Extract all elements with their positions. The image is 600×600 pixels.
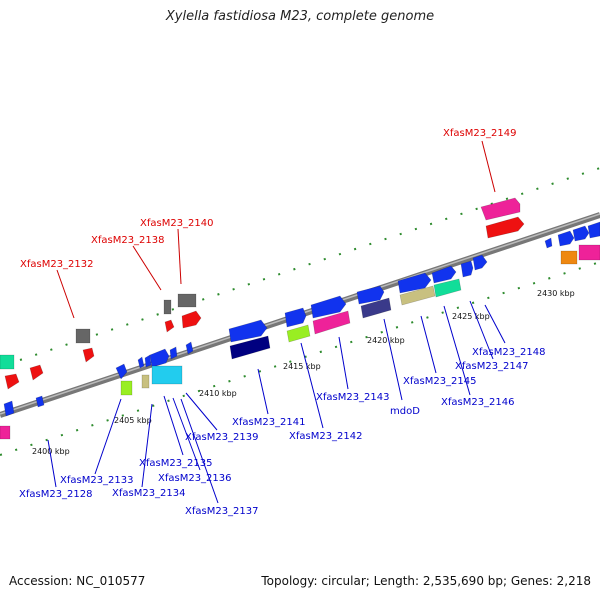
gene-feature-blue-top-d bbox=[356, 285, 385, 305]
gene-label-2147: XfasM23_2147 bbox=[455, 361, 529, 372]
gene-features bbox=[0, 197, 600, 440]
leader-2133 bbox=[94, 398, 122, 475]
leader-2141 bbox=[257, 368, 269, 415]
gene-label-2142: XfasM23_2142 bbox=[289, 431, 363, 442]
gene-feature-left-magenta bbox=[0, 425, 11, 440]
gene-label-2128: XfasM23_2128 bbox=[19, 489, 93, 500]
leader-2136 bbox=[172, 397, 201, 471]
gene-feature-left-blue-small-b bbox=[35, 395, 45, 408]
leader-2142 bbox=[300, 342, 324, 429]
gene-label-mdoD: mdoD bbox=[390, 406, 420, 417]
gene-feature-2140b bbox=[181, 310, 202, 329]
leader-2128 bbox=[47, 439, 57, 488]
gene-feature-blue-top-a bbox=[228, 319, 268, 343]
leader-2148 bbox=[484, 304, 506, 344]
gene-feature-blue-top-b bbox=[284, 307, 307, 328]
gene-feature-blue-arrow-2135a bbox=[144, 354, 152, 368]
tick-label-2425: 2425 kbp bbox=[452, 312, 490, 321]
gene-feature-2132b bbox=[82, 347, 95, 363]
accession-text: Accession: NC_010577 bbox=[9, 574, 146, 588]
tick-label-2430: 2430 kbp bbox=[537, 289, 575, 298]
tick-label-2415: 2415 kbp bbox=[283, 362, 321, 371]
gene-feature-blue-far-right-d bbox=[587, 221, 600, 239]
outer-guide-track bbox=[19, 167, 600, 361]
gene-name-labels: XfasM23_2149 XfasM23_2140 XfasM23_2138 X… bbox=[19, 128, 546, 517]
tick-label-2420: 2420 kbp bbox=[367, 336, 405, 345]
map-title: Xylella fastidiosa M23, complete genome bbox=[165, 9, 435, 24]
gene-feature-blue-arrow-2134 bbox=[137, 356, 145, 369]
gene-feature-blue-arrow-2133 bbox=[115, 363, 128, 380]
gene-feature-khaki-mid-i bbox=[141, 374, 150, 389]
gene-feature-blue-top-c bbox=[310, 295, 347, 319]
gene-feature-magenta-far-right bbox=[578, 244, 600, 261]
gene-label-2149: XfasM23_2149 bbox=[443, 128, 517, 139]
gene-feature-blue-top-h bbox=[472, 254, 488, 271]
leader-2135 bbox=[163, 395, 184, 456]
gene-feature-lime-mid-i bbox=[120, 380, 133, 396]
leader-2132 bbox=[56, 269, 75, 319]
gene-feature-cyan-mid-i bbox=[151, 365, 183, 385]
gene-feature-2149b bbox=[485, 216, 525, 239]
gene-label-2141: XfasM23_2141 bbox=[232, 417, 306, 428]
tick-label-2410: 2410 kbp bbox=[199, 389, 237, 398]
gene-feature-blue-far-right-c bbox=[572, 225, 590, 242]
gene-feature-2149a bbox=[480, 197, 521, 221]
gene-feature-teal-f bbox=[433, 278, 462, 298]
leader-2147 bbox=[469, 300, 494, 360]
gene-label-2135: XfasM23_2135 bbox=[139, 458, 213, 469]
label-leader-lines bbox=[47, 140, 506, 504]
gene-feature-lime-bottom-b bbox=[286, 324, 311, 343]
gene-feature-blue-far-right-b bbox=[557, 230, 575, 247]
gene-label-2146: XfasM23_2146 bbox=[441, 397, 515, 408]
genome-summary-text: Topology: circular; Length: 2,535,690 bp… bbox=[261, 574, 591, 588]
gene-feature-left-teal bbox=[0, 354, 15, 370]
leader-2140 bbox=[177, 228, 182, 285]
gene-feature-blue-top-f bbox=[431, 265, 457, 284]
tick-label-2400: 2400 kbp bbox=[32, 447, 70, 456]
gene-feature-blue-mid-i bbox=[149, 348, 170, 368]
gene-feature-left-red1 bbox=[4, 373, 20, 390]
gene-label-2136: XfasM23_2136 bbox=[158, 473, 232, 484]
gene-feature-2140a bbox=[177, 293, 197, 308]
gene-feature-blue-arrow-2137 bbox=[185, 341, 194, 355]
gene-label-2133: XfasM23_2133 bbox=[60, 475, 134, 486]
leader-2149 bbox=[481, 140, 496, 193]
leader-2139 bbox=[185, 392, 218, 431]
gene-feature-khaki-bottom-e bbox=[399, 285, 436, 306]
gene-label-2143: XfasM23_2143 bbox=[316, 392, 390, 403]
gene-feature-blue-top-g bbox=[460, 260, 474, 278]
gene-feature-slate-bottom-d bbox=[360, 297, 392, 319]
gene-label-2137: XfasM23_2137 bbox=[185, 506, 259, 517]
gene-feature-blue-arrow-2136 bbox=[169, 346, 178, 360]
gene-feature-magenta-bottom-c bbox=[312, 310, 351, 335]
leader-2146 bbox=[443, 305, 471, 396]
gene-label-2132: XfasM23_2132 bbox=[20, 259, 94, 270]
gene-feature-navy-bottom-a bbox=[229, 335, 271, 360]
gene-label-2134: XfasM23_2134 bbox=[112, 488, 186, 499]
gene-feature-left-red2 bbox=[29, 364, 44, 381]
gene-label-2140: XfasM23_2140 bbox=[140, 218, 214, 229]
leader-2138 bbox=[132, 245, 162, 291]
gene-feature-2138b bbox=[164, 319, 175, 333]
gene-feature-blue-top-e bbox=[397, 272, 432, 294]
gene-feature-2138 bbox=[163, 299, 172, 315]
gene-label-2139: XfasM23_2139 bbox=[185, 432, 259, 443]
leader-mdoD bbox=[383, 318, 403, 401]
leader-2134 bbox=[141, 403, 153, 488]
gene-label-2148: XfasM23_2148 bbox=[472, 347, 546, 358]
gene-feature-orange-far-right bbox=[560, 250, 578, 265]
gene-feature-left-blue-small-a bbox=[3, 400, 15, 417]
gene-feature-blue-far-right-a bbox=[544, 237, 553, 249]
gene-label-2145: XfasM23_2145 bbox=[403, 376, 477, 387]
scale-ticks: 2400 kbp 2405 kbp 2410 kbp 2415 kbp 2420… bbox=[32, 289, 575, 456]
tick-label-2405: 2405 kbp bbox=[114, 416, 152, 425]
leader-2143 bbox=[338, 336, 349, 390]
gene-feature-2132a bbox=[75, 328, 91, 344]
leader-2137 bbox=[180, 398, 219, 504]
gene-label-2138: XfasM23_2138 bbox=[91, 235, 165, 246]
leader-2145 bbox=[420, 315, 437, 374]
